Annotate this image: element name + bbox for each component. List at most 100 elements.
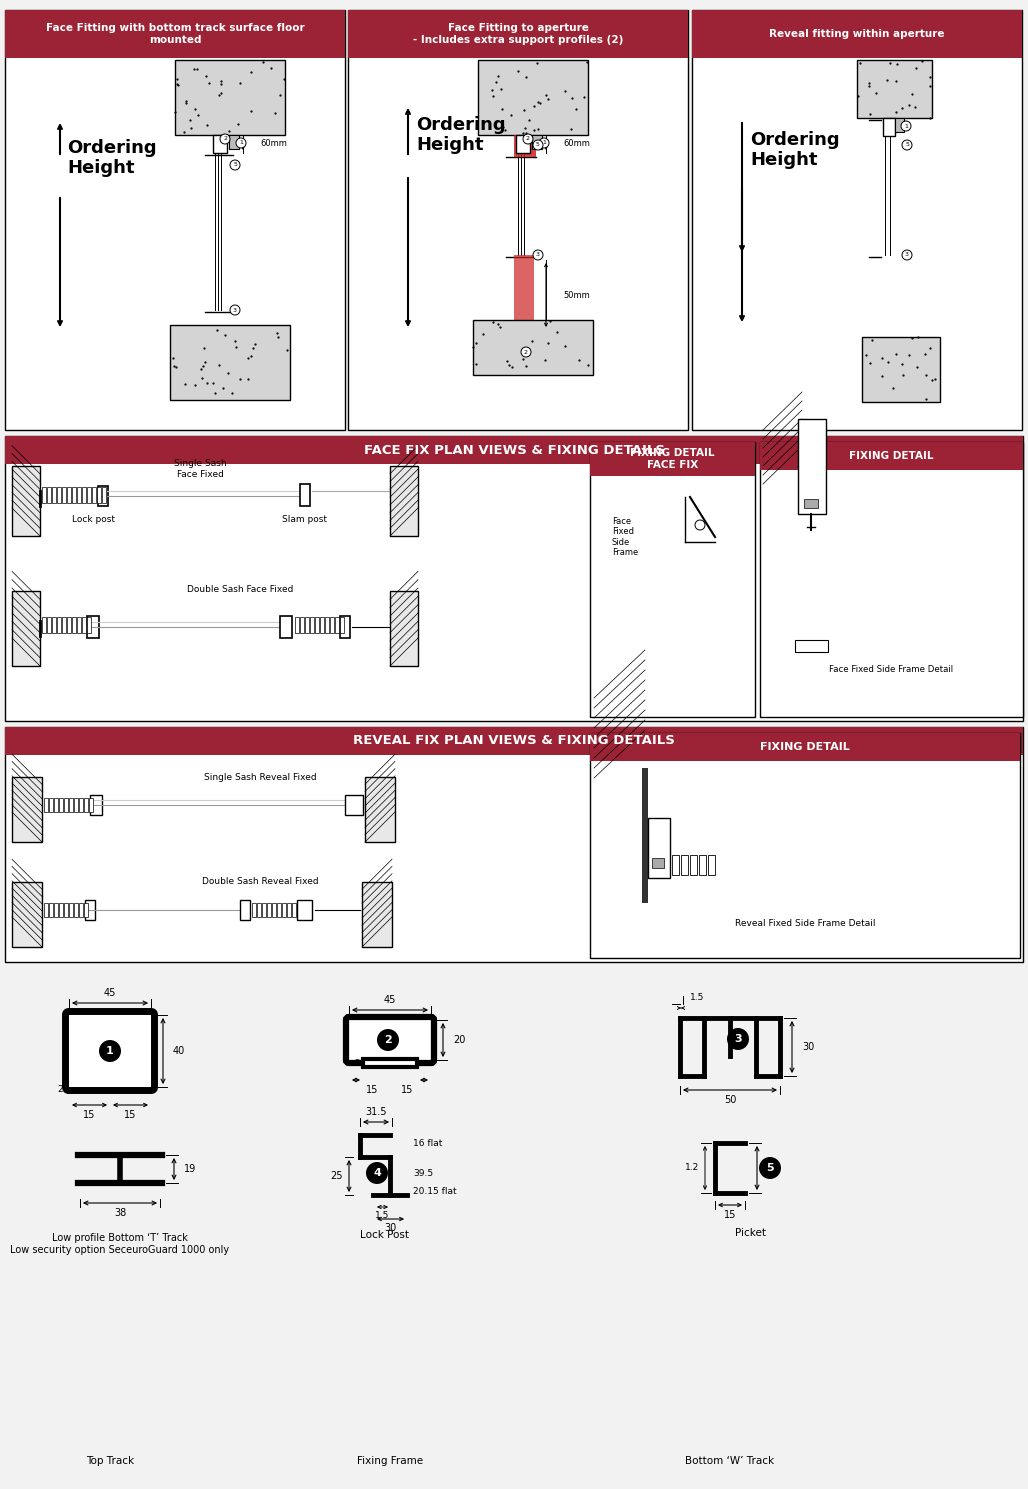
Bar — [292, 902, 296, 917]
Bar — [44, 798, 48, 812]
Bar — [590, 733, 1020, 761]
Bar — [213, 135, 227, 153]
Bar — [5, 10, 345, 58]
Bar — [642, 768, 648, 902]
Bar — [67, 487, 71, 503]
Bar — [795, 640, 828, 652]
Text: 1: 1 — [904, 124, 908, 128]
Circle shape — [901, 121, 911, 131]
Circle shape — [759, 1157, 781, 1179]
Bar — [310, 616, 314, 633]
Bar — [280, 616, 292, 637]
Bar — [648, 817, 670, 879]
Bar — [12, 881, 42, 947]
Bar — [5, 10, 345, 430]
Bar — [12, 466, 40, 536]
Text: 5: 5 — [536, 143, 540, 147]
Bar — [325, 616, 329, 633]
Bar — [5, 436, 1023, 721]
Bar — [473, 320, 593, 375]
Bar — [315, 616, 319, 633]
Text: Ordering
Height: Ordering Height — [750, 131, 840, 170]
Text: Reveal Fixed Side Frame Detail: Reveal Fixed Side Frame Detail — [735, 919, 875, 928]
Text: 1.5: 1.5 — [375, 1211, 390, 1219]
Bar — [862, 337, 940, 402]
Circle shape — [377, 1029, 399, 1051]
Bar — [77, 487, 81, 503]
Bar — [54, 798, 58, 812]
Bar — [692, 10, 1022, 58]
Bar — [52, 616, 56, 633]
Circle shape — [539, 138, 549, 147]
Text: 3: 3 — [536, 253, 540, 258]
Text: FIXING DETAIL
FACE FIX: FIXING DETAIL FACE FIX — [630, 448, 714, 471]
Bar — [175, 60, 285, 135]
Bar — [229, 135, 238, 149]
Text: 2: 2 — [223, 137, 227, 141]
Bar — [516, 135, 530, 153]
Bar — [295, 616, 299, 633]
Circle shape — [230, 305, 240, 316]
Text: 5: 5 — [766, 1163, 774, 1173]
Bar — [692, 10, 1022, 430]
Bar — [59, 798, 63, 812]
Bar — [348, 10, 688, 58]
Bar — [883, 118, 895, 135]
Bar — [64, 798, 68, 812]
Text: Lock Post: Lock Post — [361, 1230, 409, 1240]
Text: 50: 50 — [724, 1094, 736, 1105]
Bar — [305, 616, 309, 633]
Text: Double Sash Face Fixed: Double Sash Face Fixed — [187, 585, 293, 594]
Text: Face
Fixed
Side
Frame: Face Fixed Side Frame — [612, 517, 638, 557]
Text: 2: 2 — [354, 1059, 360, 1068]
Bar — [267, 902, 271, 917]
Bar — [340, 616, 344, 633]
Text: 15: 15 — [83, 1109, 96, 1120]
Text: 2: 2 — [526, 137, 530, 141]
Circle shape — [727, 1027, 749, 1050]
Bar — [262, 902, 266, 917]
Circle shape — [521, 347, 531, 357]
Bar — [12, 777, 42, 841]
Text: FIXING DETAIL: FIXING DETAIL — [849, 451, 933, 462]
Bar — [87, 616, 99, 637]
Bar — [74, 798, 78, 812]
Bar — [69, 798, 73, 812]
Circle shape — [695, 520, 705, 530]
Bar — [335, 616, 339, 633]
Bar — [257, 902, 261, 917]
Bar — [57, 616, 61, 633]
Bar — [760, 442, 1023, 471]
Text: 15: 15 — [124, 1109, 137, 1120]
Bar — [79, 798, 83, 812]
Bar — [533, 135, 542, 149]
Text: 45: 45 — [383, 995, 396, 1005]
Bar — [681, 855, 688, 876]
Bar — [12, 591, 40, 666]
Bar — [390, 466, 418, 536]
Bar — [514, 255, 534, 331]
Bar — [44, 902, 48, 917]
Circle shape — [99, 1039, 121, 1062]
Bar — [82, 616, 86, 633]
Bar — [69, 902, 73, 917]
Text: 40: 40 — [173, 1045, 185, 1056]
Bar — [362, 881, 392, 947]
Text: Low profile Bottom ‘T’ Track
Low security option SeceuroGuard 1000 only: Low profile Bottom ‘T’ Track Low securit… — [10, 1233, 229, 1255]
Text: 3: 3 — [233, 308, 237, 313]
Circle shape — [366, 1161, 388, 1184]
Bar — [363, 1059, 417, 1068]
Bar — [54, 902, 58, 917]
Text: 20.15 flat: 20.15 flat — [413, 1187, 456, 1196]
Bar — [57, 487, 61, 503]
Bar — [300, 616, 304, 633]
Text: Lock post: Lock post — [73, 515, 115, 524]
Bar — [272, 902, 276, 917]
Bar — [98, 485, 108, 506]
Text: 45: 45 — [104, 989, 116, 998]
Bar — [345, 795, 363, 814]
Bar — [672, 855, 680, 876]
Bar — [49, 902, 53, 917]
Text: Single Sash
Face Fixed: Single Sash Face Fixed — [174, 459, 226, 478]
Text: 1: 1 — [542, 140, 546, 146]
